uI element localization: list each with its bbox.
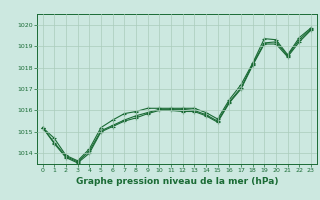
X-axis label: Graphe pression niveau de la mer (hPa): Graphe pression niveau de la mer (hPa)	[76, 177, 278, 186]
